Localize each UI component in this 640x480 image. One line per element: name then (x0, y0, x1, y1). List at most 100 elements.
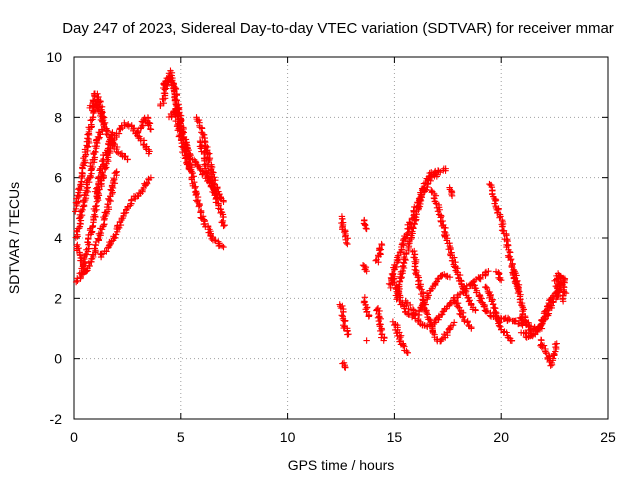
x-tick-label: 5 (177, 429, 185, 445)
data-point (84, 143, 92, 150)
data-point (512, 317, 520, 324)
data-point (449, 321, 457, 329)
data-point (78, 211, 86, 219)
data-point (412, 210, 420, 218)
data-point (101, 119, 109, 126)
data-point (203, 169, 210, 176)
data-point (473, 289, 480, 296)
data-point (182, 154, 190, 161)
data-point (106, 196, 113, 204)
x-tick-label: 15 (387, 429, 403, 445)
data-point (399, 239, 406, 247)
data-point (407, 235, 415, 243)
data-point (491, 304, 498, 312)
data-point (91, 211, 98, 218)
data-point (178, 143, 185, 150)
data-point (446, 299, 454, 307)
data-point (185, 153, 193, 160)
data-point (517, 295, 524, 303)
data-point (94, 184, 101, 191)
data-point (340, 317, 348, 324)
data-point (511, 274, 518, 281)
y-tick-label: 0 (54, 351, 62, 367)
data-point (181, 155, 189, 162)
data-point (430, 194, 438, 202)
data-point (503, 232, 510, 239)
data-point (544, 302, 551, 310)
data-point (508, 255, 515, 263)
data-point (438, 212, 445, 220)
data-point (342, 236, 349, 243)
axis-ticks: 0 5 10 15 20 25 -2 0 2 4 6 8 10 (46, 49, 616, 445)
data-point (399, 342, 407, 349)
data-point (73, 228, 81, 235)
data-point (414, 274, 421, 281)
data-point (95, 99, 103, 106)
data-point (145, 122, 152, 129)
data-point (438, 336, 445, 343)
data-point (556, 280, 563, 287)
data-point (551, 341, 559, 348)
data-point (472, 307, 479, 314)
data-point (451, 319, 458, 326)
data-point (561, 288, 568, 296)
data-point (82, 268, 90, 275)
data-point (442, 165, 449, 172)
x-tick-label: 20 (493, 429, 509, 445)
data-point (512, 278, 520, 286)
data-point (100, 120, 108, 127)
data-point (482, 283, 490, 291)
data-point (562, 290, 570, 297)
data-point (433, 171, 441, 178)
data-point (344, 331, 351, 338)
data-point (418, 191, 425, 198)
y-tick-label: 2 (54, 290, 62, 306)
y-tick-label: 8 (54, 109, 62, 125)
data-point (77, 178, 85, 185)
data-point (518, 314, 525, 321)
data-point (408, 223, 415, 231)
data-point (528, 332, 535, 339)
data-point (124, 156, 131, 163)
data-point (220, 222, 227, 230)
data-point (91, 148, 99, 155)
y-axis-label: SDTVAR / TECUs (6, 182, 22, 294)
data-point (340, 308, 347, 316)
data-point (199, 133, 206, 141)
data-point (77, 181, 84, 189)
data-point (421, 322, 428, 329)
data-point (365, 313, 372, 320)
data-point (432, 200, 440, 207)
data-point (398, 241, 406, 248)
data-point (410, 220, 418, 227)
data-point (163, 74, 170, 82)
data-point (82, 151, 89, 159)
data-point (389, 271, 396, 279)
data-point (397, 332, 405, 339)
data-point (498, 277, 505, 284)
data-point (344, 240, 351, 248)
data-point (553, 340, 560, 347)
data-point (168, 79, 175, 86)
data-point (104, 201, 112, 208)
data-points (72, 67, 570, 371)
data-point (434, 208, 442, 215)
data-point (504, 314, 512, 322)
data-point (343, 239, 350, 247)
data-point (393, 329, 400, 337)
data-point (507, 256, 514, 264)
data-point (556, 272, 563, 279)
data-point (94, 139, 101, 147)
data-point (410, 214, 418, 221)
y-tick-label: -2 (50, 411, 63, 427)
data-point (452, 300, 460, 307)
data-point (496, 276, 504, 283)
data-point (416, 277, 423, 284)
data-point (94, 235, 102, 242)
data-point (77, 275, 84, 282)
data-point (109, 129, 116, 136)
data-point (201, 149, 209, 156)
data-point (363, 267, 370, 275)
data-point (376, 314, 383, 321)
data-point (103, 130, 110, 138)
